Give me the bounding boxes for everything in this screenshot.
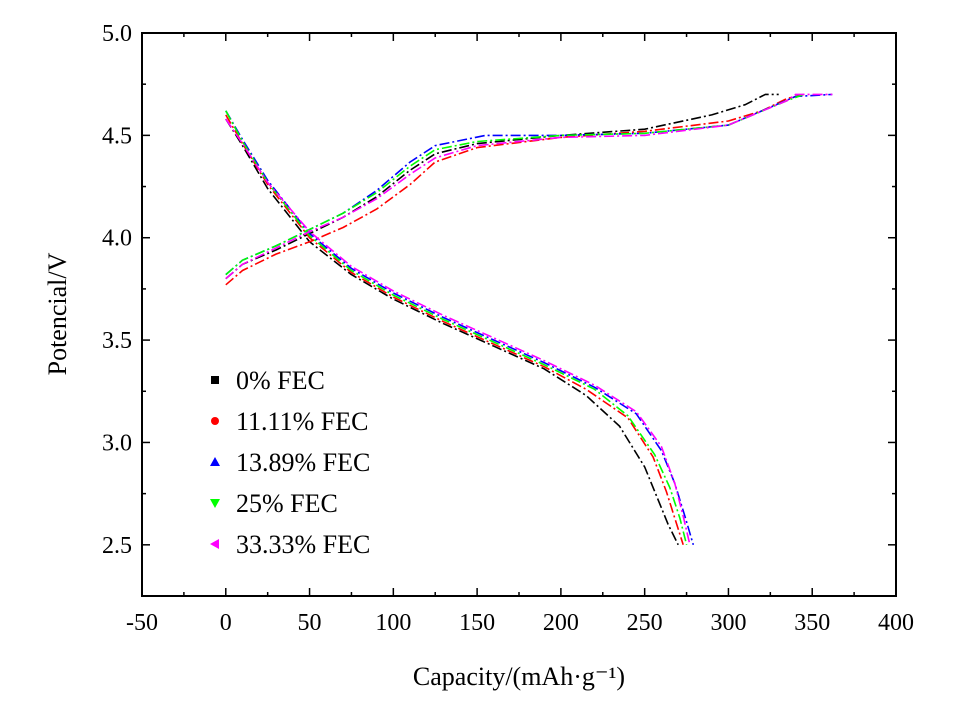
x-tick-label: 200	[543, 610, 579, 636]
legend-marker-triangle-up	[210, 457, 220, 466]
y-tick-label: 4.0	[102, 226, 132, 252]
legend-marker-square	[211, 376, 219, 384]
y-tick-label: 3.0	[102, 430, 132, 456]
x-tick-label: 250	[627, 610, 663, 636]
x-tick-label: 350	[794, 610, 830, 636]
series-charge-curve-0	[225, 93, 779, 280]
ticks-layer	[141, 32, 897, 597]
x-tick-label: 100	[375, 610, 411, 636]
series-discharge-curve-2	[225, 110, 695, 546]
series-charge-curve-4	[225, 93, 833, 280]
y-tick-label: 5.0	[102, 21, 132, 47]
legend-label: 33.33% FEC	[236, 530, 370, 559]
series-charge-curve-3	[225, 93, 805, 276]
series-discharge-curve-4	[225, 118, 691, 545]
series-discharge-curve-0	[225, 118, 679, 546]
legend-label: 11.11% FEC	[236, 407, 368, 436]
series-discharge-curve-3	[225, 110, 688, 545]
legend-label: 13.89% FEC	[236, 448, 370, 477]
series-charge-curve-2	[225, 93, 833, 276]
legend-marker-circle	[211, 417, 219, 425]
x-tick-label: 0	[220, 610, 232, 636]
legend-marker-triangle-down	[210, 499, 220, 508]
tick-labels-layer: -50 0 50 100 150 200 250 300 350 400 2.5 3.0 3.5 4.0 4…	[102, 21, 914, 636]
x-axis-title: Capacity/(mAh·g⁻¹)	[413, 662, 625, 691]
legend: 0% FEC 11.11% FEC 13.89% FEC 25% FEC 33.33% …	[210, 366, 370, 559]
legend-label: 25% FEC	[236, 489, 338, 518]
x-tick-label: 400	[878, 610, 914, 636]
y-tick-label: 4.5	[102, 123, 132, 149]
series-charge-curve-1	[225, 93, 804, 286]
x-tick-label: 150	[459, 610, 495, 636]
series-discharge-curve-1	[225, 114, 684, 546]
x-tick-label: 50	[298, 610, 322, 636]
legend-marker-triangle-left	[210, 539, 219, 549]
series-layer	[225, 93, 833, 546]
y-axis-title: Potencial/V	[43, 252, 72, 375]
legend-label: 0% FEC	[236, 366, 325, 395]
y-tick-label: 3.5	[102, 328, 132, 354]
y-tick-label: 2.5	[102, 533, 132, 559]
x-tick-label: -50	[126, 610, 158, 636]
x-tick-label: 300	[710, 610, 746, 636]
